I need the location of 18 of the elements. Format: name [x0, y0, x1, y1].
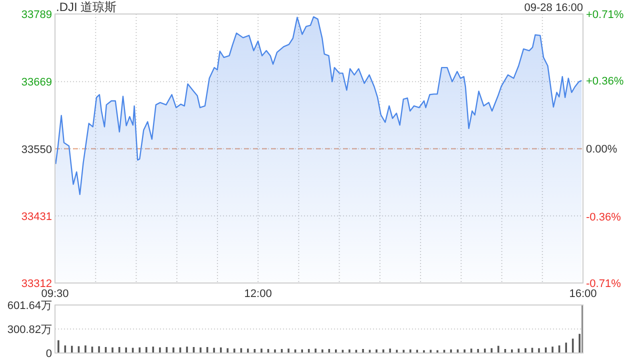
y2-tick-label: +0.36%: [586, 75, 624, 88]
y-tick-label: 33431: [21, 210, 52, 223]
x-tick-label: 12:00: [244, 288, 272, 300]
x-tick-label: 16:00: [569, 288, 597, 300]
y-tick-label: 33669: [21, 76, 52, 89]
y-tick-label: 33550: [21, 144, 52, 156]
y2-tick-label: -0.71%: [586, 278, 622, 290]
y-tick-label: 300.82万: [7, 324, 52, 336]
y2-tick-label: +0.71%: [586, 9, 624, 21]
chart-title: .DJI 道琼斯: [56, 0, 117, 14]
y-tick-label: 33789: [21, 9, 52, 21]
text: 09-28 16:00: [524, 2, 583, 14]
y-tick-label: 0: [46, 348, 52, 360]
y-tick-label: 33312: [21, 278, 52, 290]
x-tick-label: 09:30: [41, 288, 69, 300]
y2-tick-label: -0.36%: [586, 212, 622, 224]
y2-tick-label: 0.00%: [586, 144, 618, 156]
y-tick-label: 601.64万: [7, 300, 52, 312]
